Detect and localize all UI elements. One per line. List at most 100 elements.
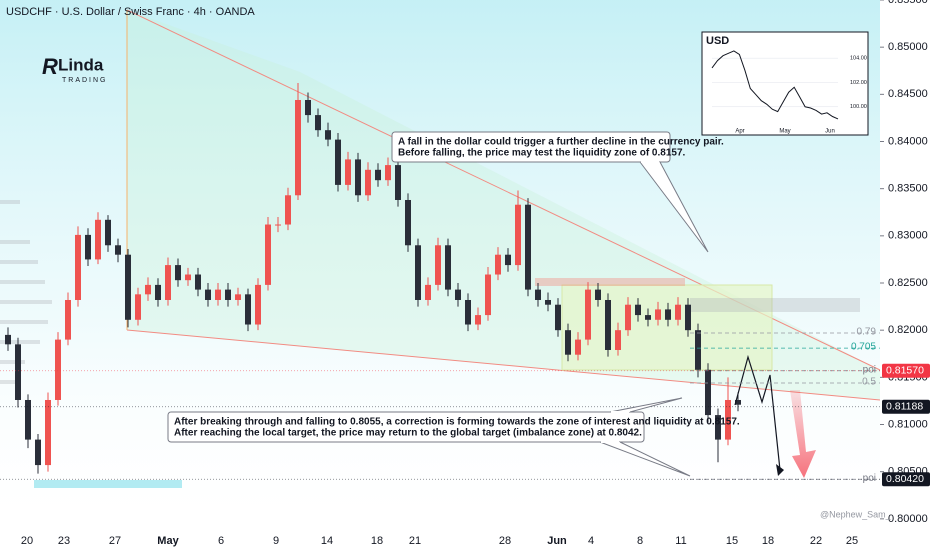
- y-tick-label: 0.82000: [888, 324, 928, 336]
- candle-body: [475, 315, 481, 325]
- candle-body: [395, 165, 401, 200]
- inset-frame: [701, 31, 869, 136]
- candle-body: [645, 315, 651, 320]
- x-tick-label: 4: [588, 535, 594, 547]
- candle-body: [345, 159, 351, 185]
- inset-title: USD: [706, 35, 729, 47]
- annotation-pointer: [639, 161, 709, 253]
- x-tick-label: 18: [762, 535, 774, 547]
- candle-body: [385, 165, 391, 181]
- candle-body: [45, 399, 51, 466]
- candle-body: [505, 254, 511, 266]
- watermark: @Nephew_Sam_: [820, 509, 892, 519]
- x-tick-label: 28: [499, 535, 511, 547]
- candle-body: [35, 439, 41, 466]
- candle-body: [195, 274, 201, 290]
- candle-body: [95, 219, 101, 260]
- candle-body: [275, 224, 281, 226]
- candle-body: [375, 169, 381, 181]
- candle-body: [85, 234, 91, 260]
- time-axis: [0, 533, 932, 550]
- y-tick-label: 0.83000: [888, 230, 928, 242]
- x-tick-label: 23: [58, 535, 70, 547]
- candle-body: [245, 294, 251, 325]
- liquidity-zone: [561, 284, 773, 371]
- level-label: poi: [863, 364, 876, 375]
- annotation-text: After breaking through and falling to 0.…: [174, 417, 740, 428]
- y-tick-label: 0.85000: [888, 41, 928, 53]
- candle-body: [255, 284, 261, 325]
- annotation-box: [167, 411, 645, 443]
- inset-x-label: Jun: [825, 129, 835, 135]
- candle-body: [335, 139, 341, 185]
- candle-body: [665, 309, 671, 320]
- candle-body: [285, 195, 291, 225]
- price-tag: [882, 472, 930, 487]
- chart-title: USDCHF · U.S. Dollar / Swiss Franc · 4h …: [6, 6, 255, 18]
- annotation-text: After reaching the local target, the pri…: [174, 428, 642, 439]
- candle-body: [145, 284, 151, 295]
- candle-body: [125, 254, 131, 320]
- candle-body: [215, 289, 221, 300]
- candle-body: [545, 299, 551, 305]
- annotation-box: [391, 131, 671, 163]
- annotation-1: A fall in the dollar could trigger a fur…: [391, 131, 724, 253]
- candle-body: [625, 304, 631, 331]
- candle-body: [465, 299, 471, 325]
- candle-body: [715, 415, 721, 440]
- x-tick-label: May: [157, 535, 179, 547]
- inset-chart: USD 100.00 102.00 104.00 Apr May Jun: [701, 31, 869, 136]
- candle-body: [495, 254, 501, 275]
- x-tick-label: 25: [846, 535, 858, 547]
- candle-body: [605, 299, 611, 350]
- y-tick-label: 0.84500: [888, 88, 928, 100]
- annotation-mask: [611, 411, 629, 416]
- candle-body: [445, 245, 451, 290]
- candle-body: [455, 289, 461, 300]
- price-axis: [880, 0, 932, 533]
- candle-body: [425, 284, 431, 300]
- candle-body: [115, 245, 121, 255]
- candle-body: [555, 304, 561, 331]
- logo-sub: TRADING: [62, 77, 108, 84]
- candle-body: [295, 99, 301, 196]
- candle-body: [485, 274, 491, 316]
- x-tick-label: 21: [409, 535, 421, 547]
- candle-body: [265, 224, 271, 285]
- candle-body: [515, 204, 521, 266]
- inset-x-label: Apr: [735, 129, 744, 135]
- price-tag: [882, 363, 930, 378]
- volume-profile: [0, 200, 52, 384]
- candle-body: [365, 169, 371, 196]
- x-tick-label: 20: [21, 535, 33, 547]
- candle-body: [65, 299, 71, 340]
- annotation-text: Before falling, the price may test the l…: [398, 148, 686, 159]
- volume-zone: [690, 298, 860, 312]
- candle-body: [695, 330, 701, 370]
- y-tick-label: 0.81000: [888, 418, 928, 430]
- x-tick-label: 8: [637, 535, 643, 547]
- candle-body: [105, 219, 111, 246]
- levels: 0.79 0.705 poi 0.5 poi: [0, 327, 880, 484]
- price-tag-label: 0.81570: [886, 365, 924, 377]
- level-label: poi: [863, 473, 876, 484]
- candle-body: [535, 289, 541, 300]
- y-tick-label: 0.80000: [888, 513, 928, 525]
- candle-body: [415, 245, 421, 300]
- inset-tick-label: 102.00: [850, 80, 867, 86]
- candle-body: [315, 115, 321, 131]
- candle-body: [355, 159, 361, 196]
- annotation-pointer: [609, 397, 683, 413]
- candle-body: [685, 304, 691, 331]
- x-axis: 20 23 27 May 6 9 14 18 21 28 Jun 4 8 11 15 18 22 25: [21, 535, 858, 547]
- candle-body: [75, 234, 81, 300]
- y-tick-label: 0.82500: [888, 277, 928, 289]
- candle-body: [525, 204, 531, 290]
- level-label: 0.705: [851, 342, 876, 353]
- logo-mark: R: [42, 54, 58, 79]
- annotation-2: After breaking through and falling to 0.…: [167, 397, 740, 477]
- candle-body: [705, 369, 711, 416]
- inset-x-label: May: [779, 129, 790, 135]
- x-tick-label: 6: [218, 535, 224, 547]
